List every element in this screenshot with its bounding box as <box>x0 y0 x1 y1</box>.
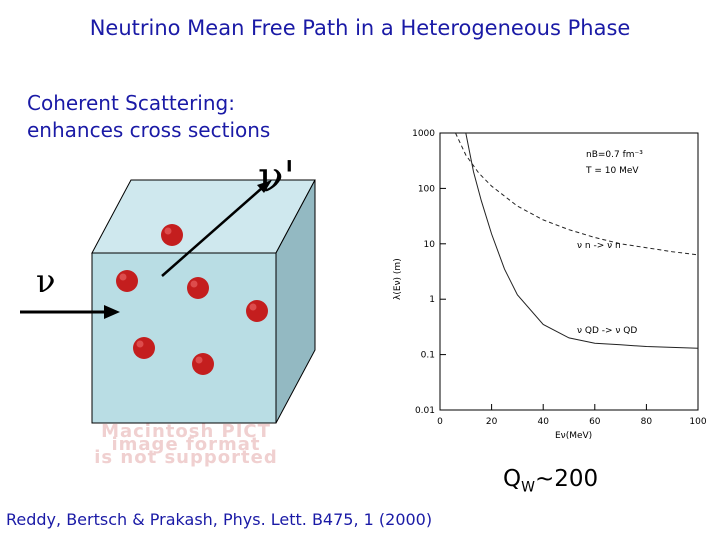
pict-line: is not supported <box>94 447 278 468</box>
y-tick-label: 0.1 <box>421 351 435 361</box>
nuclei-spheres <box>116 224 268 375</box>
annotation-temperature: T = 10 MeV <box>585 166 639 176</box>
subtitle: Coherent Scattering: enhances cross sect… <box>27 90 270 144</box>
x-tick-label: 20 <box>486 417 498 427</box>
chart-tick-labels: 0 20 40 60 80 100 0.01 0.1 1 10 100 1000 <box>412 129 707 427</box>
annotation-density: nB=0.7 fm⁻³ <box>586 150 643 160</box>
x-tick-label: 80 <box>641 417 653 427</box>
subtitle-line-2: enhances cross sections <box>27 118 271 142</box>
series-line-nn <box>455 132 699 256</box>
nucleus-sphere <box>133 337 155 359</box>
y-tick-label: 100 <box>418 184 435 194</box>
nucleus-sphere <box>161 224 183 246</box>
scattered-neutrino-arrow <box>161 187 263 277</box>
legend-label-nn: ν n -> ν n <box>577 241 621 251</box>
series-line-qd <box>465 132 699 349</box>
plot-frame <box>439 132 699 411</box>
chart-ticks <box>439 132 699 411</box>
incoming-neutrino-label: ν <box>36 262 56 300</box>
y-tick-label: 1000 <box>412 129 435 139</box>
y-tick-label: 0.01 <box>415 406 435 416</box>
x-axis-label: Eν(MeV) <box>555 431 592 441</box>
nucleus-sphere <box>246 300 268 322</box>
x-tick-label: 100 <box>689 417 706 427</box>
nucleus-sphere <box>187 277 209 299</box>
nucleus-sphere <box>192 353 214 375</box>
nucleus-sphere <box>116 270 138 292</box>
mean-free-path-chart: 0 20 40 60 80 100 0.01 0.1 1 10 100 1000 nB=0.7 fm⁻… <box>393 129 707 441</box>
x-tick-label: 40 <box>537 417 549 427</box>
sphere-highlights <box>119 227 257 364</box>
citation: Reddy, Bertsch & Prakash, Phys. Lett. B4… <box>6 510 433 529</box>
slide-title: Neutrino Mean Free Path in a Heterogeneo… <box>89 16 631 40</box>
y-tick-label: 1 <box>429 295 435 305</box>
legend-label-qd: ν QD -> ν QD <box>577 326 637 336</box>
pict-unsupported-placeholder: Macintosh PICT image format is not suppo… <box>30 421 342 468</box>
y-tick-label: 10 <box>424 240 436 250</box>
pict-line: image format <box>111 434 261 455</box>
x-tick-label: 0 <box>437 417 443 427</box>
pict-line: Macintosh PICT <box>101 421 271 442</box>
scattered-neutrino-label: ν' <box>258 152 296 201</box>
weak-charge-label: QW~200 <box>503 466 599 496</box>
subtitle-line-1: Coherent Scattering: <box>27 91 235 115</box>
x-tick-label: 60 <box>589 417 601 427</box>
y-axis-label: λ(Eν) (m) <box>393 258 403 300</box>
